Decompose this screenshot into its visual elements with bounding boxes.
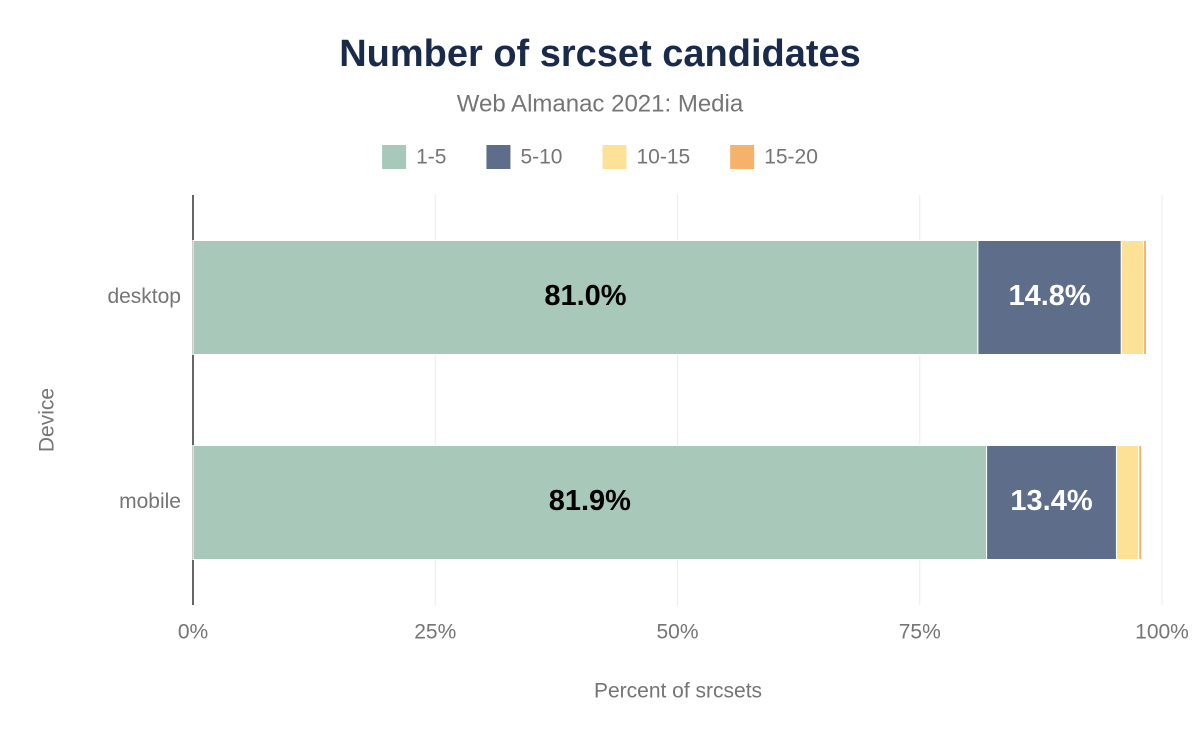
x-tick-label: 75% — [899, 621, 941, 644]
chart-title: Number of srcset candidates — [339, 33, 861, 75]
bar-segment — [1143, 240, 1147, 355]
data-label: 81.9% — [549, 485, 631, 517]
y-tick-label: desktop — [107, 285, 181, 308]
bar-segment — [1120, 240, 1145, 355]
bars: desktop 81.0% 14.8% mobile 81.9% 13.4% — [107, 240, 1147, 560]
bar-segment — [1115, 445, 1140, 560]
y-axis-label: Device — [36, 388, 59, 452]
legend: 1-5 5-10 10-15 15-20 — [382, 145, 818, 169]
bar-segment — [986, 445, 1117, 560]
legend-label: 15-20 — [764, 146, 818, 169]
bar-segment — [1138, 445, 1143, 560]
legend-item: 1-5 — [382, 145, 446, 169]
legend-label: 1-5 — [416, 146, 446, 169]
legend-item: 15-20 — [730, 145, 818, 169]
chart-subtitle: Web Almanac 2021: Media — [457, 90, 744, 117]
x-tick-label: 0% — [178, 621, 208, 644]
y-tick-label: mobile — [119, 490, 181, 513]
x-tick-label: 50% — [656, 621, 698, 644]
legend-swatch — [486, 145, 511, 169]
data-label: 13.4% — [1010, 485, 1092, 517]
legend-item: 5-10 — [486, 145, 562, 169]
legend-label: 10-15 — [636, 146, 690, 169]
data-label: 14.8% — [1008, 280, 1090, 312]
bar-segment — [192, 445, 988, 560]
legend-swatch — [602, 145, 627, 169]
x-axis-label: Percent of srcsets — [594, 680, 762, 703]
bar-segment — [192, 240, 979, 355]
data-label: 81.0% — [544, 280, 626, 312]
legend-item: 10-15 — [602, 145, 690, 169]
x-tick-label: 25% — [414, 621, 456, 644]
legend-label: 5-10 — [520, 146, 562, 169]
legend-swatch — [730, 145, 755, 169]
legend-swatch — [382, 145, 407, 169]
bar-segment — [977, 240, 1122, 355]
x-tick-label: 100% — [1135, 621, 1189, 644]
